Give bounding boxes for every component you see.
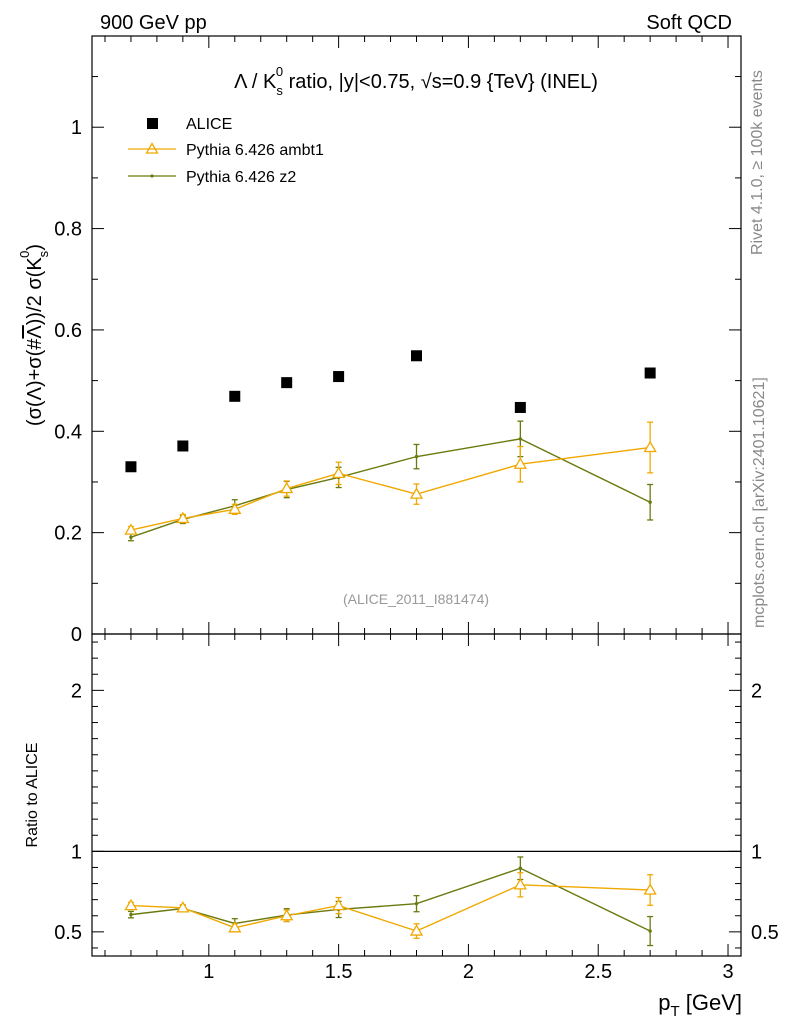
ratio-point-ambt1 (280, 908, 294, 921)
y-tick-label: 0.4 (54, 421, 82, 443)
y-tick-label-right: 1 (751, 841, 762, 863)
main-data (124, 350, 657, 542)
ratio-xtick-labels: 1 1.5 2 2.5 3 (203, 961, 733, 983)
point-z2 (518, 437, 523, 441)
point-alice (229, 390, 241, 402)
legend: ALICE Pythia 6.426 ambt1 Pythia 6.426 z2 (128, 116, 324, 186)
ratio-point-z2 (129, 912, 133, 917)
analysis-watermark: (ALICE_2011_I881474) (343, 591, 489, 607)
ylabel-sup: 0 (17, 251, 32, 258)
point-z2 (129, 535, 133, 539)
point-ambt1 (280, 481, 294, 494)
point-alice (177, 440, 189, 452)
ratio-data (124, 856, 657, 947)
point-alice (125, 461, 137, 473)
ratio-ticks (92, 634, 741, 956)
ratio-point-z2 (648, 929, 652, 933)
series-line-z2 (130, 438, 651, 538)
y-tick-label: 0.5 (54, 922, 82, 944)
y-tick-label: 1 (71, 117, 82, 139)
point-alice (411, 350, 422, 362)
point-alice (644, 367, 656, 379)
main-ytick-labels: 0 0.2 0.4 0.6 0.8 1 (54, 117, 82, 646)
rivet-label: Rivet 4.1.0, ≥ 100k events (749, 70, 766, 255)
xlabel-main: p (658, 990, 670, 1015)
main-ylabel: (σ(Λ)+σ(#Λ))/2 σ(Ks0) (17, 244, 51, 426)
y-tick-label: 0.6 (54, 320, 82, 342)
ratio-point-ambt1 (176, 901, 190, 913)
ylabel-main: (σ(Λ)+σ(# (24, 338, 46, 426)
ylabel-mid: ))/2 σ(K (24, 257, 46, 326)
ratio-point-ambt1 (409, 924, 424, 936)
mcplots-label: mcplots.cern.ch [arXiv:2401.10621] (751, 377, 768, 628)
series-line-ambt1 (130, 446, 651, 531)
y-tick-label: 0.8 (54, 219, 82, 241)
ratio-point-z2 (414, 901, 419, 906)
y-tick-label: 0 (71, 624, 82, 646)
ratio-point-ambt1 (513, 878, 527, 890)
point-ambt1 (409, 487, 424, 499)
main-panel: 00.20.40.60.81 Λ / Ks0 ratio, |y|<0.75, … (17, 35, 742, 646)
ratio-point-ambt1 (643, 883, 657, 895)
header-left: 900 GeV pp (100, 12, 207, 34)
x-tick-label: 3 (722, 961, 733, 983)
point-z2 (648, 500, 652, 504)
xlabel-sub: T (670, 1003, 679, 1020)
x-tick-label: 1.5 (325, 961, 353, 983)
point-ambt1 (176, 511, 190, 524)
y-tick-label-right: 2 (751, 680, 762, 702)
legend-alice-label: ALICE (186, 116, 232, 133)
main-ticks (92, 36, 741, 635)
ylabel-bar: Λ (24, 325, 46, 339)
legend-ambt1-marker (145, 142, 159, 154)
ylabel-sub: s (36, 250, 51, 257)
point-z2 (414, 454, 419, 459)
title-sub: s (276, 83, 283, 98)
xlabel-rest: [GeV] (680, 990, 742, 1015)
ratio-panel: 0.5 0.5 1 1 2 2 1 1.5 2 2.5 3 Ratio to ALICE pT [… (24, 633, 779, 1020)
ylabel-end: ) (24, 244, 46, 251)
x-tick-label: 1 (203, 961, 214, 983)
ratio-line-z2 (130, 867, 651, 932)
title-rest: ratio, |y|<0.75, √s=0.9 {TeV} (INEL) (283, 71, 598, 93)
legend-ambt1-label: Pythia 6.426 ambt1 (186, 142, 324, 159)
y-tick-label: 2 (71, 680, 82, 702)
point-alice (333, 371, 345, 383)
point-ambt1 (513, 457, 527, 469)
point-alice (514, 401, 526, 413)
ratio-point-z2 (518, 866, 523, 870)
point-ambt1 (124, 523, 138, 535)
ratio-ytick-labels: 0.5 0.5 1 1 2 2 (54, 680, 779, 944)
ratio-line-ambt1 (130, 884, 651, 932)
y-tick-label-right: 0.5 (751, 922, 779, 944)
chart-title: Λ / Ks 0 ratio, |y|<0.75, √s=0.9 {TeV} (I… (234, 64, 598, 98)
ratio-point-ambt1 (124, 898, 138, 911)
ratio-ylabel: Ratio to ALICE (24, 743, 41, 848)
x-tick-label: 2.5 (584, 961, 612, 983)
y-tick-label: 0.2 (54, 523, 82, 545)
x-tick-label: 2 (463, 961, 474, 983)
point-ambt1 (643, 440, 657, 453)
title-sup: 0 (276, 64, 283, 79)
y-tick-label: 1 (71, 841, 82, 863)
ratio-point-ambt1 (331, 898, 346, 911)
point-alice (281, 377, 293, 389)
legend-z2-label: Pythia 6.426 z2 (186, 169, 296, 186)
legend-alice-marker (147, 118, 158, 129)
ratio-xlabel: pT [GeV] (658, 990, 742, 1020)
title-prefix: Λ / K (234, 71, 277, 93)
header-right: Soft QCD (646, 12, 732, 34)
ratio-point-ambt1 (228, 921, 242, 933)
legend-z2-marker (150, 174, 154, 178)
point-ambt1 (331, 466, 346, 479)
point-ambt1 (228, 502, 242, 514)
